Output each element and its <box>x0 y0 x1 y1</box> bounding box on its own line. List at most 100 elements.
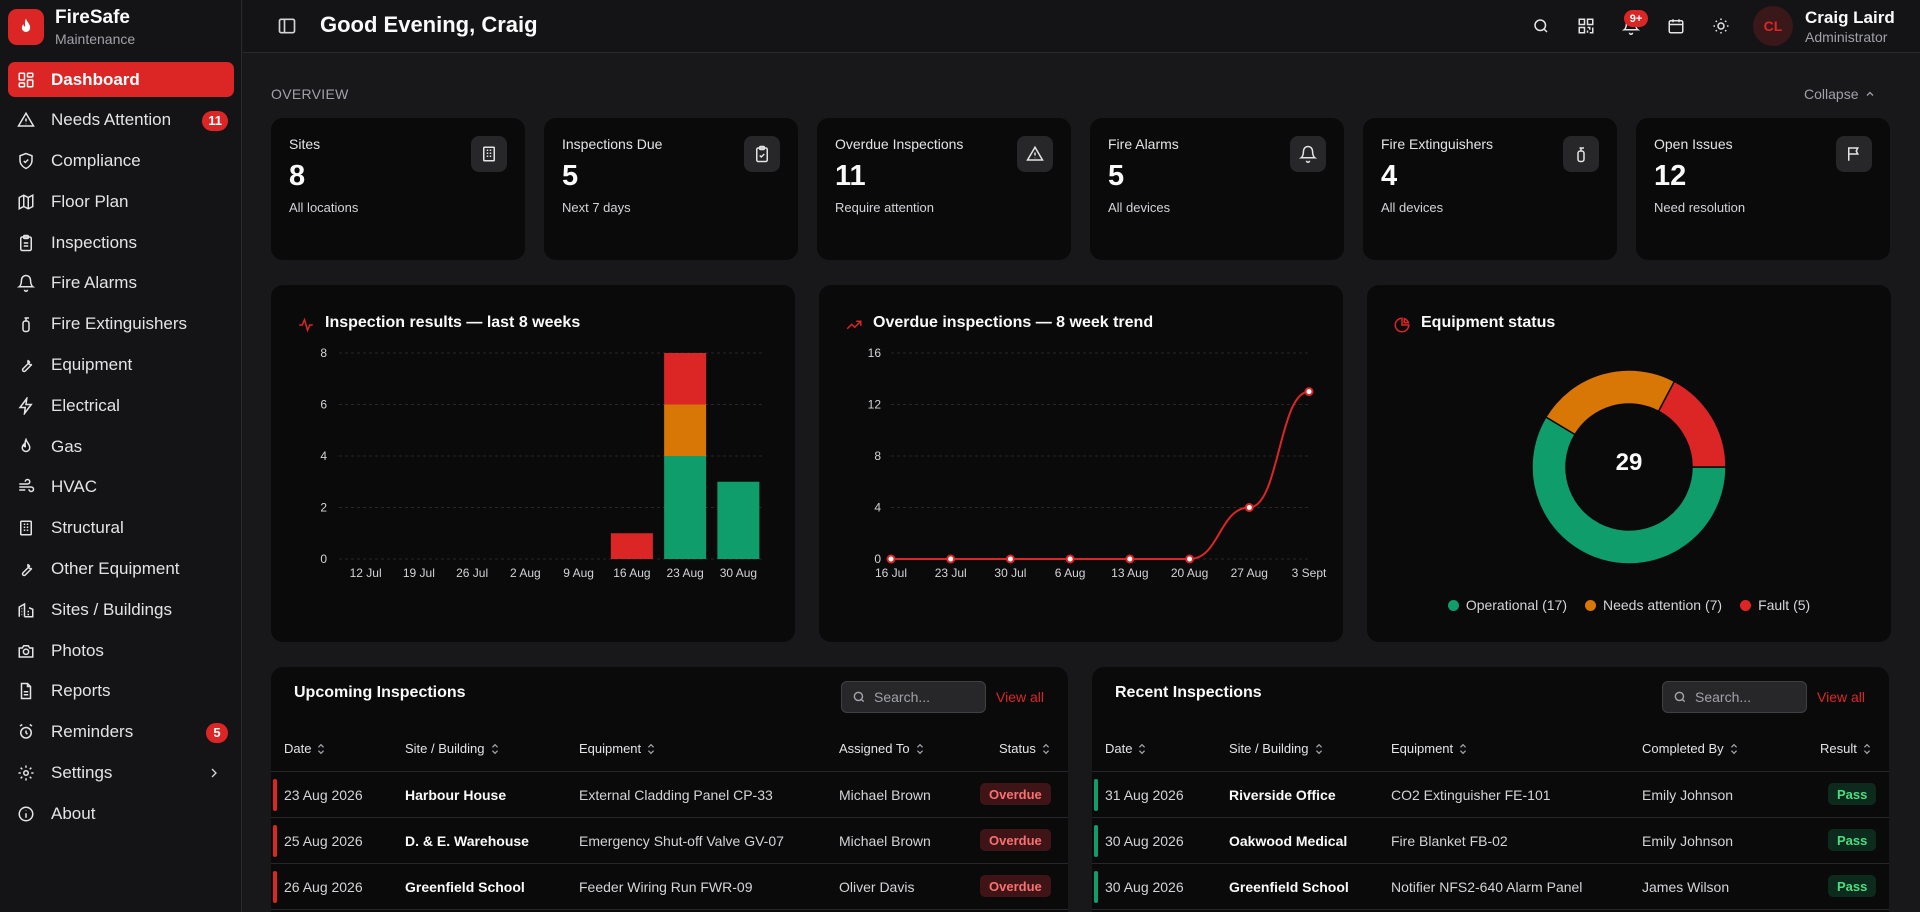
sidebar-item-about[interactable]: About <box>8 796 234 831</box>
sidebar-item-electrical[interactable]: Electrical <box>8 388 234 423</box>
sidebar-item-gas[interactable]: Gas <box>8 429 234 464</box>
column-header-date[interactable]: Date <box>284 741 326 756</box>
sidebar-item-needs-attention[interactable]: Needs Attention 11 <box>8 103 234 138</box>
y-tick-label: 12 <box>868 398 882 412</box>
sidebar-item-other-equipment[interactable]: Other Equipment <box>8 552 234 587</box>
table-row[interactable]: 30 Aug 2026 Oakwood Medical Fire Blanket… <box>1092 818 1889 864</box>
alert-icon <box>17 111 35 129</box>
sidebar-item-label: Equipment <box>51 355 133 375</box>
pie-chart-icon <box>1394 317 1410 333</box>
chart-legend: Operational (17) Needs attention (7) Fau… <box>1367 597 1891 613</box>
cell-date: 30 Aug 2026 <box>1105 833 1184 849</box>
sidebar-item-equipment[interactable]: Equipment <box>8 348 234 383</box>
column-header-equipment[interactable]: Equipment <box>1391 741 1468 756</box>
table-row[interactable]: 31 Aug 2026 Riverside Office CO2 Extingu… <box>1092 772 1889 818</box>
sidebar-item-structural[interactable]: Structural <box>8 511 234 546</box>
bell-icon <box>1290 136 1326 172</box>
column-header-date[interactable]: Date <box>1105 741 1147 756</box>
column-label: Equipment <box>1391 741 1454 756</box>
view-all-link[interactable]: View all <box>996 689 1044 705</box>
x-tick-label: 23 Jul <box>935 566 967 580</box>
sidebar-item-dashboard[interactable]: Dashboard <box>8 62 234 97</box>
table-row[interactable]: 23 Aug 2026 Harbour House External Cladd… <box>271 772 1068 818</box>
y-tick-label: 2 <box>320 501 327 515</box>
table-row[interactable]: 26 Aug 2026 Greenfield School Feeder Wir… <box>271 864 1068 910</box>
stat-card-open-issues[interactable]: Open Issues 12 Need resolution <box>1636 118 1890 260</box>
sidebar-item-reminders[interactable]: Reminders 5 <box>8 715 234 750</box>
column-header-site[interactable]: Site / Building <box>405 741 500 756</box>
column-header-equipment[interactable]: Equipment <box>579 741 656 756</box>
column-label: Site / Building <box>405 741 485 756</box>
sidebar-item-label: Gas <box>51 436 83 456</box>
sidebar-item-floor-plan[interactable]: Floor Plan <box>8 184 234 219</box>
sidebar-item-hvac[interactable]: HVAC <box>8 470 234 505</box>
y-tick-label: 4 <box>320 449 327 463</box>
sidebar-toggle-icon[interactable] <box>277 16 297 36</box>
status-indicator <box>273 779 277 811</box>
legend-item-fault[interactable]: Fault (5) <box>1740 597 1810 613</box>
column-header-site[interactable]: Site / Building <box>1229 741 1324 756</box>
collapse-label: Collapse <box>1804 86 1859 102</box>
sidebar-item-inspections[interactable]: Inspections <box>8 225 234 260</box>
sidebar-item-photos[interactable]: Photos <box>8 633 234 668</box>
cell-equipment: External Cladding Panel CP-33 <box>579 787 773 803</box>
column-label: Result <box>1820 741 1857 756</box>
table-row[interactable]: 25 Aug 2026 D. & E. Warehouse Emergency … <box>271 818 1068 864</box>
trending-up-icon <box>846 320 862 330</box>
stat-subtitle: All locations <box>289 200 359 215</box>
x-tick-label: 12 Jul <box>350 566 382 580</box>
sidebar-item-reports[interactable]: Reports <box>8 674 234 709</box>
column-header-completed[interactable]: Completed By <box>1642 741 1739 756</box>
theme-sun-icon[interactable] <box>1710 15 1732 37</box>
avatar[interactable]: CL <box>1753 6 1793 46</box>
sidebar-item-label: About <box>51 803 96 823</box>
shield-check-icon <box>17 152 35 170</box>
user-name[interactable]: Craig Laird <box>1805 8 1895 27</box>
stat-card-overdue-inspections[interactable]: Overdue Inspections 11 Require attention <box>817 118 1071 260</box>
upcoming-inspections-table: Upcoming Inspections Search... View all … <box>271 667 1068 912</box>
column-header-status[interactable]: Status <box>999 741 1051 756</box>
status-indicator <box>1094 779 1098 811</box>
y-tick-label: 4 <box>874 501 881 515</box>
column-header-assigned[interactable]: Assigned To <box>839 741 925 756</box>
stat-title: Overdue Inspections <box>835 136 964 152</box>
sidebar-item-fire-alarms[interactable]: Fire Alarms <box>8 266 234 301</box>
legend-item-needs-attention[interactable]: Needs attention (7) <box>1584 597 1722 613</box>
qr-code-icon[interactable] <box>1575 15 1597 37</box>
sidebar-item-sites-buildings[interactable]: Sites / Buildings <box>8 592 234 627</box>
sidebar-item-fire-extinguishers[interactable]: Fire Extinguishers <box>8 307 234 342</box>
legend-item-operational[interactable]: Operational (17) <box>1447 597 1567 613</box>
stat-card-sites[interactable]: Sites 8 All locations <box>271 118 525 260</box>
sidebar-item-settings[interactable]: Settings <box>8 756 234 791</box>
calendar-icon[interactable] <box>1665 15 1687 37</box>
stat-card-fire-alarms[interactable]: Fire Alarms 5 All devices <box>1090 118 1344 260</box>
alert-icon <box>1017 136 1053 172</box>
cell-site: Riverside Office <box>1229 787 1336 803</box>
data-point <box>1005 554 1015 564</box>
pie-slice <box>1544 369 1676 436</box>
sidebar-item-compliance[interactable]: Compliance <box>8 144 234 179</box>
map-icon <box>17 193 35 211</box>
column-header-result[interactable]: Result <box>1820 741 1872 756</box>
stat-card-fire-extinguishers[interactable]: Fire Extinguishers 4 All devices <box>1363 118 1617 260</box>
cell-equipment: CO2 Extinguisher FE-101 <box>1391 787 1551 803</box>
stat-card-inspections-due[interactable]: Inspections Due 5 Next 7 days <box>544 118 798 260</box>
column-label: Status <box>999 741 1036 756</box>
status-badge: Overdue <box>980 783 1051 805</box>
sidebar: FireSafe Maintenance Dashboard Needs Att… <box>0 0 242 912</box>
search-input[interactable]: Search... <box>841 681 986 713</box>
search-icon[interactable] <box>1530 15 1552 37</box>
cell-site: Oakwood Medical <box>1229 833 1348 849</box>
collapse-button[interactable]: Collapse <box>1804 86 1876 102</box>
chart-title: Inspection results — last 8 weeks <box>325 314 581 331</box>
cell-assigned: Michael Brown <box>839 833 931 849</box>
search-input[interactable]: Search... <box>1662 681 1807 713</box>
cell-equipment: Feeder Wiring Run FWR-09 <box>579 879 753 895</box>
table-row[interactable]: 30 Aug 2026 Greenfield School Notifier N… <box>1092 864 1889 910</box>
stat-title: Open Issues <box>1654 136 1733 152</box>
stat-value: 11 <box>835 160 866 192</box>
brand[interactable]: FireSafe Maintenance <box>8 6 135 48</box>
view-all-link[interactable]: View all <box>1817 689 1865 705</box>
cell-date: 31 Aug 2026 <box>1105 787 1184 803</box>
x-tick-label: 16 Jul <box>875 566 907 580</box>
